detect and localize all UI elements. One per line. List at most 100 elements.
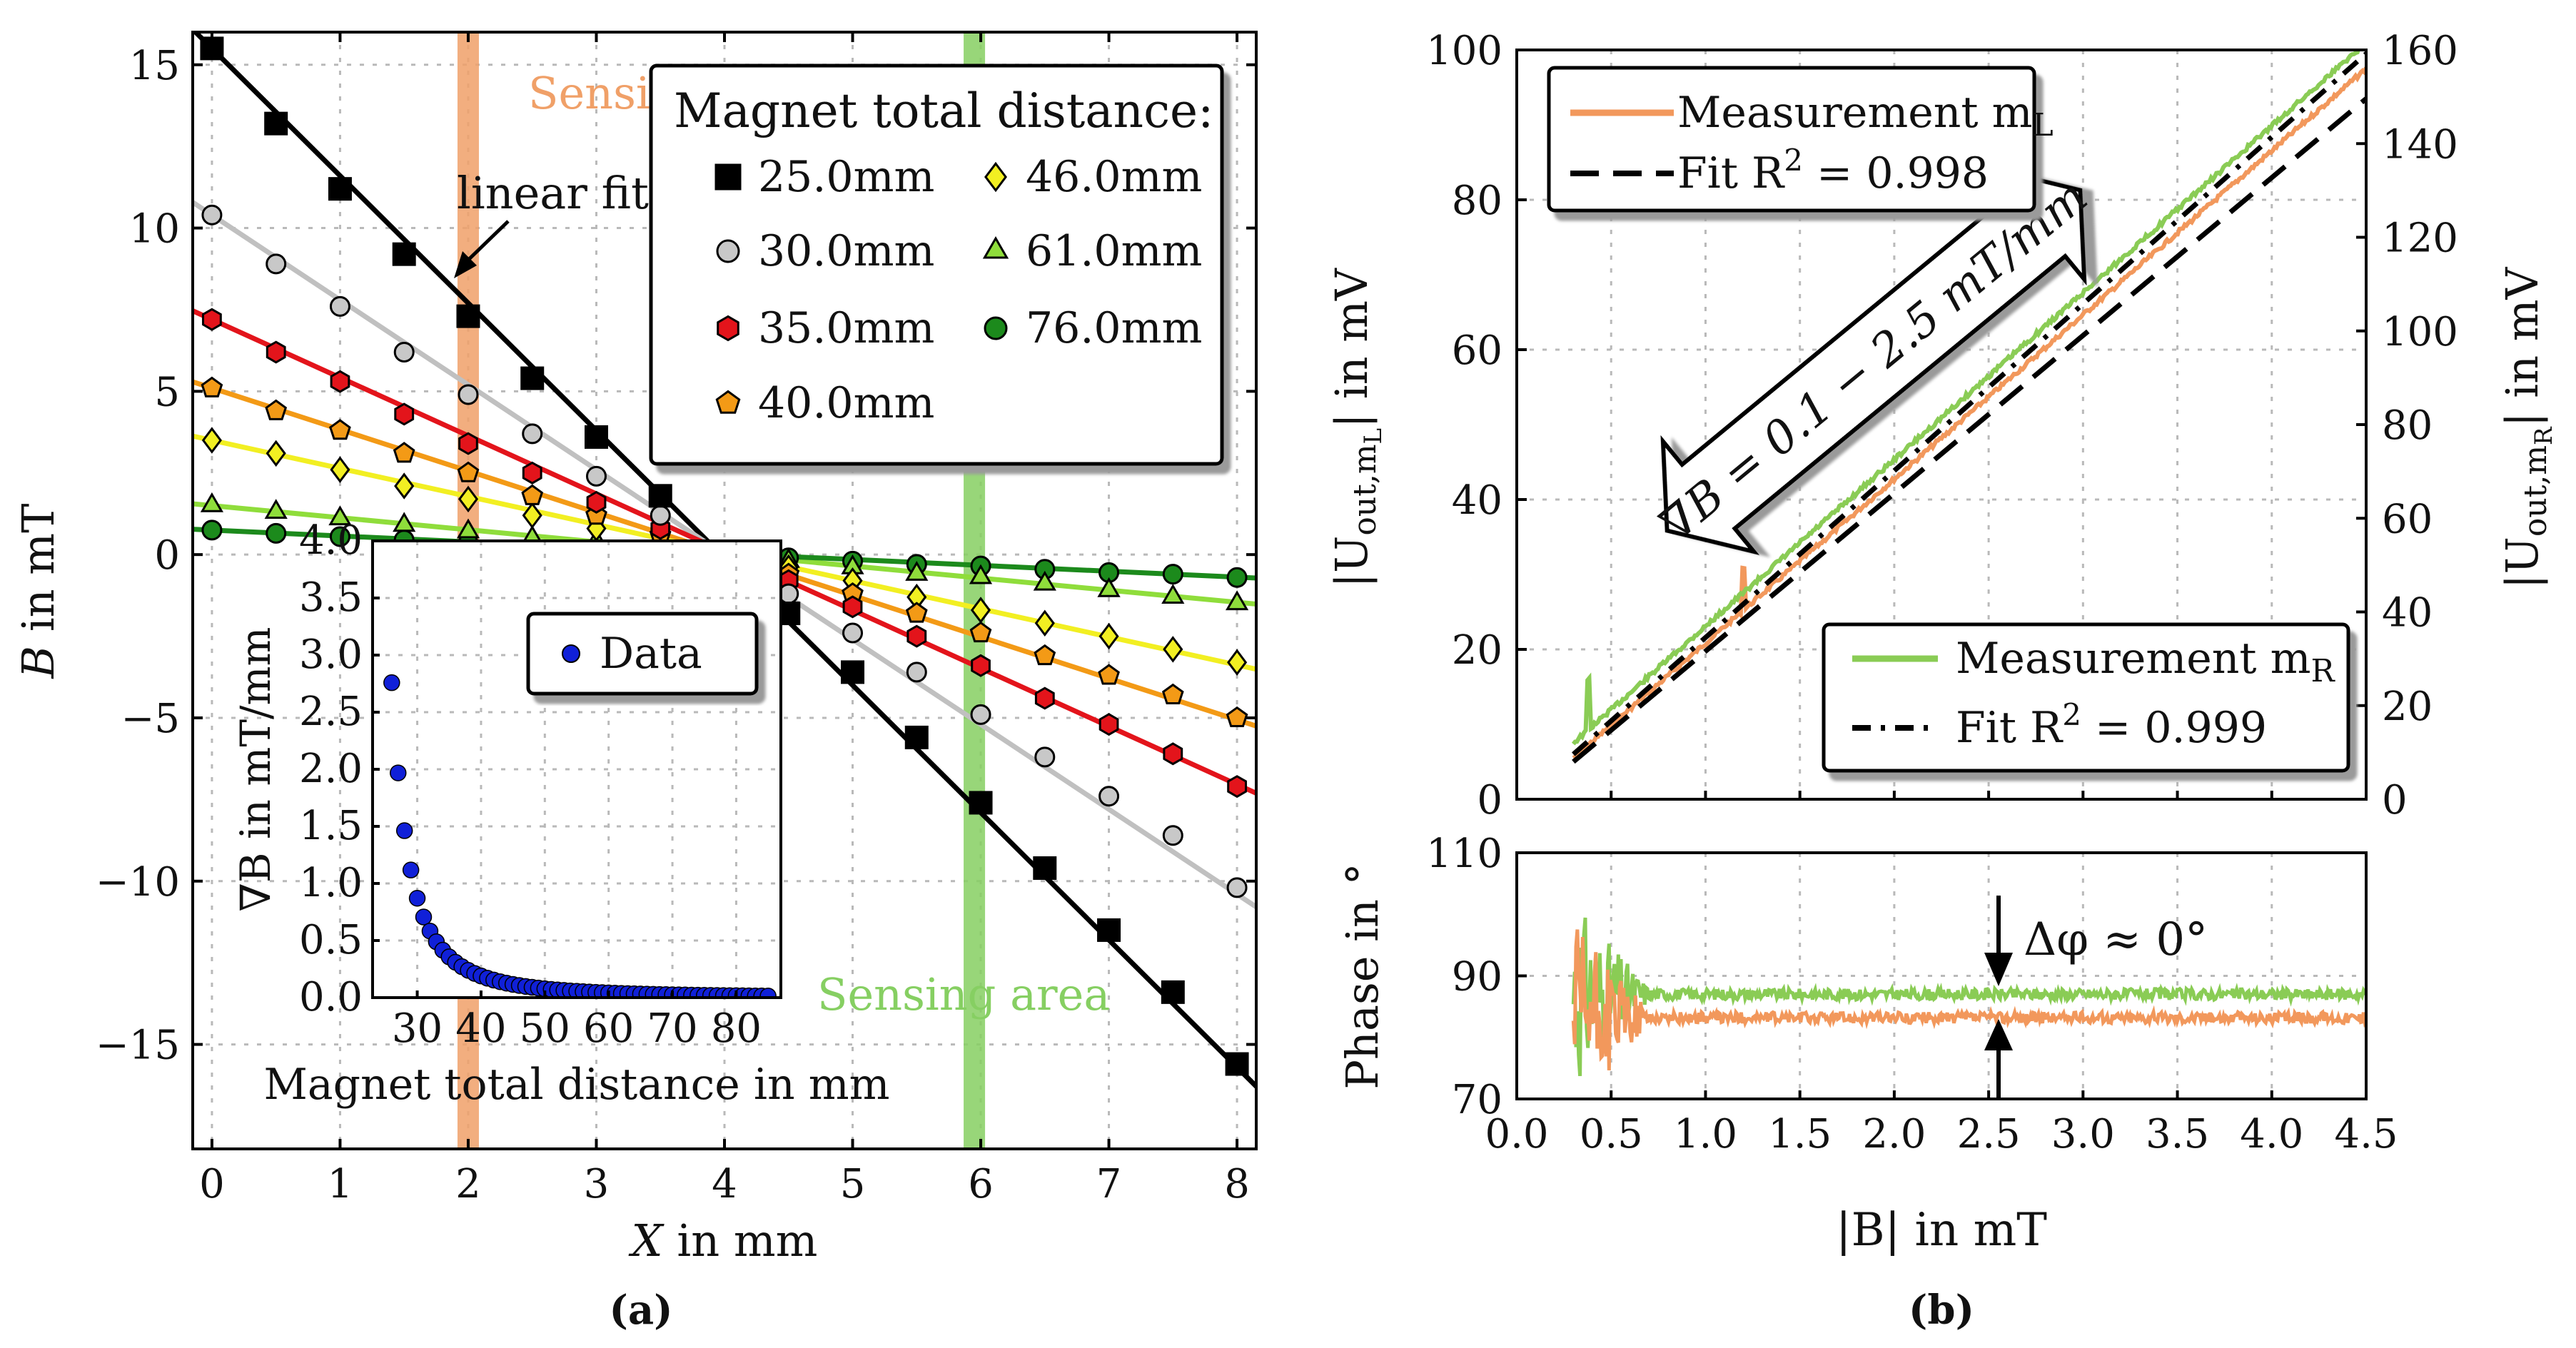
point-35.0mm-1 [330, 370, 350, 393]
legend-label-61.0mm: 61.0mm [1026, 226, 1202, 276]
point-46.0mm-0 [201, 427, 222, 454]
panel-b-legend-bottom: Measurement mR Fit R2 = 0.999 [1822, 622, 2350, 773]
legend-fit2-sup: 2 [2062, 697, 2081, 732]
ylabel-left-subsub: L [1359, 428, 1388, 445]
tick-label-y--10: −10 [96, 859, 180, 906]
point-30.0mm-3 [585, 465, 607, 487]
inset-point-30 [408, 889, 426, 907]
point-61.0mm-6.5 [1033, 570, 1056, 591]
point-30.0mm-7.5 [1162, 825, 1183, 846]
inset-ticks: 30 40 50 60 70 80 4.0 3.5 3.0 2.5 2.0 1.5 1.0 0.5 0.0 [299, 517, 762, 1052]
point-25.0mm-0.5 [264, 111, 288, 136]
legend-label-35.0mm: 35.0mm [758, 303, 934, 353]
tick-label-x-8: 8 [1224, 1161, 1250, 1207]
b-top-tick-label-right-160: 160 [2382, 28, 2458, 74]
point-30.0mm-1.5 [393, 341, 415, 363]
legend-mL-label: Measurement mL [1677, 88, 2054, 143]
point-30.0mm-6 [970, 704, 991, 725]
inset-point-27 [390, 764, 407, 781]
legend-marker-25.0mm [714, 163, 742, 191]
legend-marker-40.0mm [715, 390, 741, 414]
tick-label-x-7: 7 [1096, 1161, 1122, 1207]
panel-a-ylabel-var: B [12, 646, 64, 679]
point-40.0mm-6 [969, 621, 992, 643]
panel-b-top-series [1571, 50, 2366, 764]
point-76.0mm-0 [201, 520, 223, 541]
inset-tick-label-y-0.5: 0.5 [299, 917, 363, 963]
inset-tick-label-y-2.0: 2.0 [299, 746, 363, 792]
point-35.0mm-2 [458, 432, 478, 455]
point-25.0mm-3.5 [648, 484, 672, 508]
panel-a-xlabel-unit: in mm [677, 1215, 817, 1267]
panel-b-bottom-ticks: 0.0 0.5 1.0 1.5 2.0 2.5 3.0 3.5 4.0 4.5 110 90 70 [1426, 831, 2398, 1157]
panel-b-ylabel-left: |Uout,mL| in mV [1325, 268, 1388, 588]
legend-label-46.0mm: 46.0mm [1026, 152, 1202, 202]
point-25.0mm-6 [969, 791, 993, 815]
point-61.0mm-7.5 [1161, 584, 1185, 604]
inset-tick-label-x-30: 30 [392, 1005, 443, 1052]
panel-b-top-ticks: 100 80 60 40 20 0 160 140 120 100 80 60 40 20 0 [1426, 28, 2458, 824]
b-bottom-tick-label-x-1.0: 1.0 [1674, 1111, 1737, 1157]
point-35.0mm-7.5 [1163, 742, 1183, 766]
point-76.0mm-0.5 [266, 522, 287, 544]
point-76.0mm-1 [329, 526, 350, 547]
panel-a-ylabel-unit: in mT [12, 504, 64, 632]
legend-marker-61.0mm [982, 236, 1009, 259]
phase-series-mR [1571, 917, 2366, 1077]
point-30.0mm-0 [201, 204, 223, 225]
tick-label-x-5: 5 [840, 1161, 866, 1207]
point-30.0mm-1 [329, 295, 350, 317]
legend-mR-label: Measurement mR [1956, 634, 2335, 689]
tick-label-y-10: 10 [129, 206, 180, 253]
point-46.0mm-6.5 [1034, 609, 1055, 637]
point-25.0mm-5.5 [904, 725, 929, 749]
delta-phi-arrowhead-bottom [1984, 1019, 2013, 1050]
point-40.0mm-2 [457, 461, 480, 482]
b-top-tick-label-right-120: 120 [2382, 216, 2458, 262]
point-46.0mm-1.5 [394, 472, 415, 500]
ylabel-right-subsub: R [2530, 426, 2558, 445]
b-top-tick-label-right-20: 20 [2382, 684, 2433, 730]
delta-phi-label: Δφ ≈ 0° [2024, 913, 2208, 966]
point-25.0mm-2 [456, 304, 480, 328]
inset-legend-marker [562, 644, 580, 663]
point-76.0mm-8 [1226, 567, 1248, 588]
inset-tick-label-y-0.0: 0.0 [299, 974, 363, 1020]
b-bottom-tick-label-x-2.5: 2.5 [1957, 1111, 2021, 1157]
point-46.0mm-0.5 [266, 440, 286, 467]
legend-fit2-value: = 0.999 [2081, 703, 2267, 753]
b-bottom-tick-label-y-70: 70 [1452, 1077, 1502, 1123]
b-bottom-tick-label-x-0.5: 0.5 [1580, 1111, 1643, 1157]
panel-a-legend-box [649, 64, 1224, 466]
point-40.0mm-7.5 [1161, 683, 1184, 704]
b-bottom-tick-label-x-3.0: 3.0 [2051, 1111, 2115, 1157]
legend-fit2-label: Fit R2 = 0.999 [1956, 697, 2267, 753]
ylabel-left-unit: | in mV [1325, 268, 1378, 428]
point-76.0mm-7.5 [1162, 564, 1183, 585]
panel-a-xlabel: X in mm [629, 1215, 818, 1267]
ylabel-left-main: |U [1325, 536, 1378, 588]
panel-b-bottom-series [1571, 917, 2366, 1077]
legend-marker-30.0mm [716, 239, 740, 263]
legend-label-76.0mm: 76.0mm [1026, 303, 1202, 353]
point-25.0mm-1.5 [392, 242, 416, 266]
point-25.0mm-5 [841, 660, 865, 684]
point-35.0mm-6 [971, 654, 991, 677]
legend-label-40.0mm: 40.0mm [758, 378, 934, 428]
panel-b-label: (b) [1909, 1287, 1974, 1334]
inset-ylabel: ∇B in mT/mm [231, 627, 280, 911]
inset-tick-label-y-1.5: 1.5 [299, 803, 363, 849]
tick-label-x-6: 6 [968, 1161, 994, 1207]
b-top-fit-line-2 [1572, 51, 2366, 756]
point-25.0mm-6.5 [1033, 856, 1057, 880]
point-61.0mm-7 [1097, 577, 1121, 597]
b-top-tick-label-left-0: 0 [1477, 777, 1502, 824]
point-30.0mm-6.5 [1034, 746, 1056, 768]
tick-label-y-0: 0 [154, 532, 180, 579]
point-25.0mm-2.5 [520, 366, 545, 390]
point-46.0mm-8 [1227, 649, 1248, 676]
point-61.0mm-0 [200, 492, 223, 512]
inset-point-26 [383, 674, 400, 691]
